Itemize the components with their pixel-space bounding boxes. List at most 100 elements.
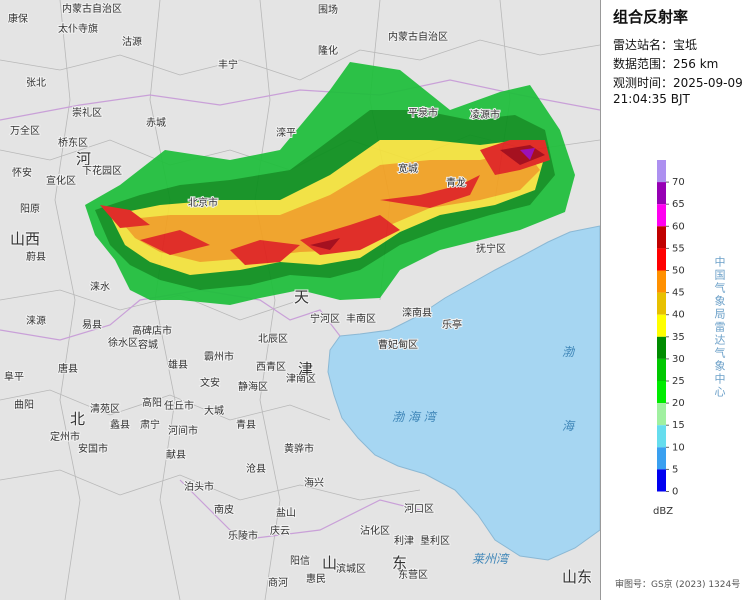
place-label: 南皮 [214, 503, 234, 516]
place-label: 张北 [26, 77, 46, 89]
place-label: 津 [298, 360, 313, 378]
place-label: 渤 [562, 345, 576, 359]
legend-swatch [657, 469, 666, 492]
place-label: 围场 [318, 3, 338, 16]
place-label: 阜平 [4, 370, 24, 383]
place-label: 献县 [166, 448, 186, 461]
place-label: 雄县 [168, 358, 188, 371]
place-label: 凌源市 [470, 108, 500, 121]
place-label: 崇礼区 [72, 106, 102, 119]
place-label: 宁河区 [310, 312, 340, 325]
place-label: 康保 [8, 12, 28, 25]
legend-swatch [657, 403, 666, 426]
place-label: 隆化 [318, 44, 338, 57]
place-label: 商河 [268, 576, 288, 589]
place-label: 津南区 [286, 372, 316, 385]
legend-swatch [657, 447, 666, 470]
place-label: 河口区 [404, 503, 434, 515]
place-label: 河 [76, 150, 91, 168]
review-number: 审图号：GS京 (2023) 1324号 [615, 580, 741, 590]
place-label: 渤 海 湾 [392, 410, 438, 424]
place-label: 西青区 [256, 360, 286, 373]
legend-tick-label: 5 [672, 464, 678, 475]
place-label: 曹妃甸区 [378, 338, 418, 351]
place-label: 海 [562, 419, 576, 433]
place-label: 任丘市 [164, 399, 194, 412]
place-label: 高阳 [142, 396, 162, 409]
label: 雷达站名： [613, 38, 674, 52]
place-label: 霸州市 [204, 350, 234, 363]
label: 观测时间： [613, 76, 674, 90]
place-label: 丰宁 [218, 58, 238, 71]
legend-tick-label: 45 [672, 288, 685, 299]
place-label: 乐陵市 [228, 529, 258, 542]
place-label: 北 [70, 410, 85, 428]
place-label: 青县 [236, 418, 256, 431]
legend-swatch [657, 425, 666, 448]
place-label: 高碑店市 [132, 324, 172, 337]
place-label: 河间市 [168, 424, 198, 437]
legend-swatch [657, 226, 666, 249]
legend-swatch [657, 336, 666, 359]
place-label: 山西 [10, 230, 40, 248]
place-label: 垦利区 [420, 535, 450, 547]
place-label: 涞水 [90, 281, 110, 293]
place-label: 定州市 [50, 430, 80, 443]
legend-swatch [657, 160, 666, 183]
legend-tick-label: 30 [672, 354, 685, 365]
legend-tick-label: 25 [672, 376, 685, 387]
place-label: 易县 [82, 319, 102, 331]
place-label: 东营区 [398, 568, 428, 581]
place-label: 内蒙古自治区 [388, 30, 448, 43]
place-label: 宽城 [398, 162, 418, 175]
agency: 中国气象局雷达气象中心 [713, 256, 726, 399]
place-label: 涞源 [26, 314, 46, 327]
legend-tick-label: 50 [672, 266, 685, 277]
place-label: 滨城区 [336, 562, 366, 575]
legend-swatch [657, 292, 666, 315]
place-label: 万全区 [10, 124, 40, 137]
legend-tick-label: 20 [672, 398, 685, 409]
time-row-2: 21:04:35 BJT [613, 92, 690, 106]
legend-swatch [657, 204, 666, 227]
legend-swatch [657, 270, 666, 293]
place-label: 阳原 [20, 203, 40, 215]
place-label: 盐山 [276, 506, 296, 519]
legend-tick-label: 70 [672, 177, 685, 188]
place-label: 海兴 [304, 476, 324, 489]
place-label: 泊头市 [184, 480, 214, 493]
value: 2025-09-09 [673, 76, 743, 90]
place-label: 东 [392, 554, 407, 572]
legend-tick-label: 35 [672, 332, 685, 343]
place-label: 曲阳 [14, 399, 34, 411]
label: 数据范围： [613, 57, 674, 71]
place-label: 下花园区 [82, 164, 122, 177]
place-label: 桥东区 [58, 136, 88, 149]
place-label: 宣化区 [46, 174, 76, 187]
place-label: 唐县 [58, 362, 78, 375]
place-label: 莱州湾 [472, 552, 510, 566]
place-label: 惠民 [306, 572, 326, 585]
place-label: 丰南区 [346, 312, 376, 325]
legend-tick-label: 15 [672, 420, 685, 431]
legend-unit: dBZ [653, 506, 674, 517]
place-label: 北辰区 [258, 333, 288, 345]
legend-swatch [657, 381, 666, 404]
place-label: 蔚县 [26, 251, 46, 263]
legend-swatch [657, 314, 666, 337]
place-label: 怀安 [12, 166, 32, 179]
sidebar: 组合反射率 雷达站名：宝坻 数据范围：256 km 观测时间：2025-09-0… [600, 0, 756, 600]
place-label: 乐亭 [442, 318, 462, 331]
place-label: 黄骅市 [284, 442, 314, 455]
place-label: 沾化区 [360, 524, 390, 537]
place-label: 文安 [200, 376, 220, 389]
place-label: 滦南县 [402, 306, 432, 319]
range-row: 数据范围：256 km [613, 55, 718, 72]
place-label: 山 [322, 554, 337, 572]
legend-tick-label: 40 [672, 310, 685, 321]
place-label: 肃宁 [140, 418, 160, 431]
sea [327, 225, 600, 561]
